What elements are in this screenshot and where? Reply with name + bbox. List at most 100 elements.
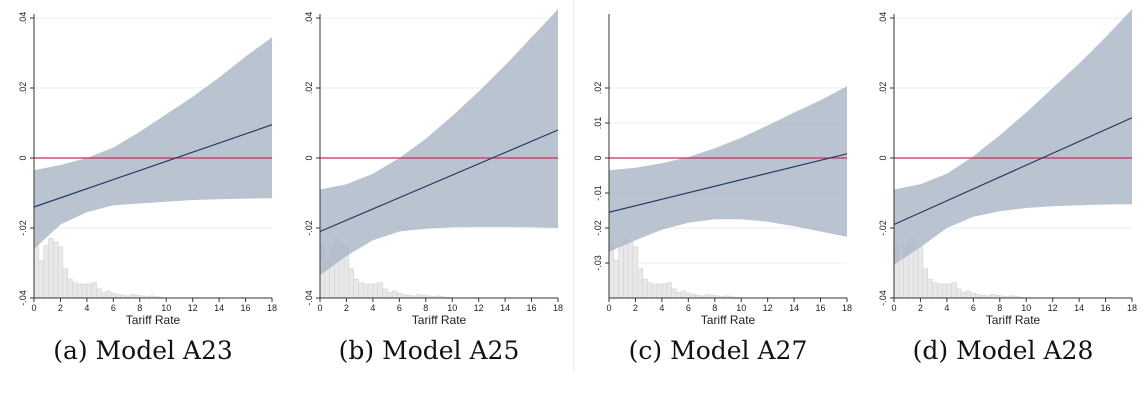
y-tick-label: -.04	[18, 290, 28, 306]
histogram-bar	[48, 238, 54, 299]
histogram-bar	[129, 294, 136, 299]
x-tick-label: 18	[267, 303, 277, 313]
histogram-bar	[946, 283, 952, 299]
x-tick-label: 10	[161, 303, 171, 313]
histogram-bar	[110, 292, 117, 299]
estimate-line	[33, 124, 273, 208]
histogram-bar	[656, 283, 663, 299]
y-tick-label: -.03	[593, 255, 603, 271]
x-tick-label: 12	[474, 303, 484, 313]
y-tick-label: .04	[878, 12, 888, 25]
histogram-bar	[91, 282, 97, 299]
confidence-band	[609, 86, 847, 252]
x-tick-label: 18	[842, 303, 852, 313]
histogram-bar	[965, 290, 972, 299]
histogram-bar	[632, 246, 639, 299]
histogram-bar	[86, 283, 92, 299]
histogram-bar	[362, 283, 369, 299]
x-tick-label: 6	[397, 303, 402, 313]
x-tick-label: 0	[606, 303, 611, 313]
histogram-bar	[101, 292, 107, 299]
histogram-bar	[387, 292, 393, 299]
histogram-bar	[43, 245, 49, 299]
histogram-bar	[922, 268, 928, 299]
confidence-band	[34, 37, 272, 249]
histogram-bar	[671, 288, 677, 299]
panel-divider	[573, 0, 574, 372]
histogram-bar	[961, 292, 967, 299]
y-tick-label: .02	[878, 82, 888, 95]
histogram-bar	[52, 241, 59, 299]
x-tick-label: 0	[317, 303, 322, 313]
histogram-bar	[642, 278, 648, 299]
x-tick-label: 6	[111, 303, 116, 313]
y-tick-label: .02	[18, 82, 28, 95]
histogram-bar	[608, 244, 615, 299]
histogram-bar	[401, 294, 407, 299]
histogram-bar	[72, 282, 78, 299]
x-tick-label: 2	[344, 303, 349, 313]
histogram-bar	[627, 241, 634, 299]
y-tick-label: -.04	[878, 290, 888, 306]
y-tick-label: -.04	[304, 290, 314, 306]
histogram-bar	[661, 283, 667, 299]
y-tick-label: 0	[304, 155, 314, 160]
x-tick-label: 6	[686, 303, 691, 313]
y-tick-label: .01	[593, 117, 603, 130]
x-tick-label: 8	[712, 303, 717, 313]
histogram-bar	[680, 290, 687, 299]
histogram-bar	[396, 292, 403, 299]
chart-panel-b: -.04 -.02 0 .02 .04 0 2 4 6 8 10 12 14 16 18 Tariff Rat…	[304, 9, 563, 327]
x-tick-label: 10	[1021, 303, 1031, 313]
x-tick-label: 14	[500, 303, 510, 313]
x-tick-label: 10	[447, 303, 457, 313]
histogram-bar	[951, 282, 957, 299]
x-tick-label: 14	[214, 303, 224, 313]
x-tick-label: 16	[816, 303, 826, 313]
y-tick-label: -.01	[593, 185, 603, 201]
histogram-bar	[975, 294, 981, 299]
chart-panel-d: -.04 -.02 0 .02 .04 0 2 4 6 8 10 12 14 16 18 Tariff Rat…	[878, 9, 1137, 327]
histogram-bar	[377, 282, 383, 299]
x-tick-label: 18	[1127, 303, 1137, 313]
histogram-bar	[76, 283, 83, 299]
x-tick-label: 0	[31, 303, 36, 313]
x-tick-label: 0	[891, 303, 896, 313]
histogram-bar	[637, 268, 643, 299]
x-tick-label: 12	[1048, 303, 1058, 313]
estimate-line	[608, 153, 848, 213]
histogram-bar	[372, 283, 378, 299]
histogram-bar	[81, 283, 88, 299]
histogram-bar	[704, 294, 711, 299]
histogram-bar	[382, 288, 388, 299]
x-tick-label: 16	[527, 303, 537, 313]
histogram-bar	[358, 282, 364, 299]
histogram-bar	[989, 294, 996, 299]
x-tick-label: 16	[241, 303, 251, 313]
confidence-band	[320, 9, 558, 276]
x-tick-label: 2	[633, 303, 638, 313]
confidence-band	[894, 9, 1132, 265]
x-tick-label: 12	[188, 303, 198, 313]
histogram-bar	[647, 282, 653, 299]
histogram-bar	[936, 283, 943, 299]
x-tick-label: 12	[763, 303, 773, 313]
y-tick-label: .02	[593, 82, 603, 95]
y-tick-label: 0	[593, 155, 603, 160]
histogram-bar	[38, 259, 44, 299]
histogram-bar	[105, 290, 112, 299]
y-tick-label: .02	[304, 82, 314, 95]
caption-b: (b) Model A25	[338, 336, 520, 365]
histogram-bar	[676, 292, 682, 299]
histogram-bar	[353, 278, 359, 299]
y-tick-label: 0	[18, 155, 28, 160]
x-tick-label: 2	[58, 303, 63, 313]
x-tick-label: 6	[971, 303, 976, 313]
histogram-bar	[956, 288, 962, 299]
histogram-bar	[348, 268, 354, 299]
x-tick-label: 8	[137, 303, 142, 313]
histogram-bar	[367, 283, 374, 299]
histogram-bar	[57, 246, 64, 299]
histogram-bar	[67, 278, 73, 299]
